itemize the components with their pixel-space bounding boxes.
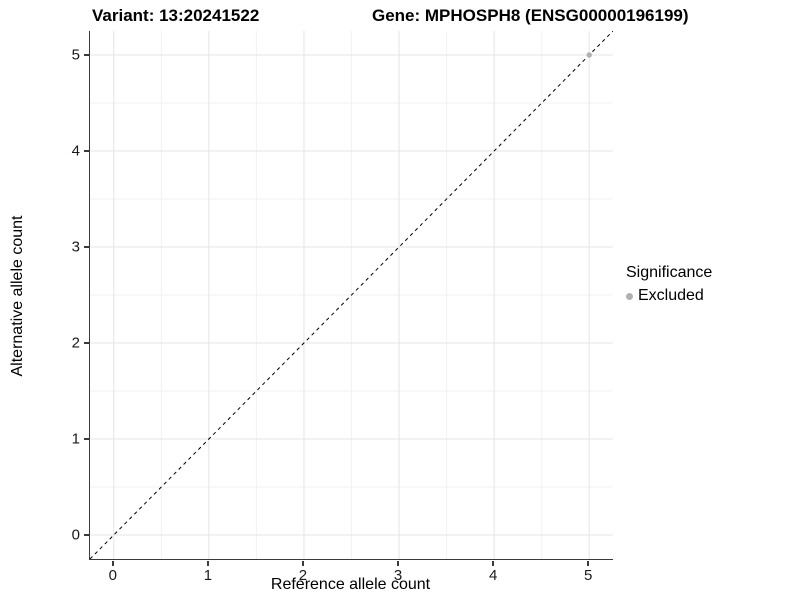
gene-title: Gene: MPHOSPH8 (ENSG00000196199) [372, 6, 689, 25]
y-tick-mark [84, 246, 89, 248]
x-tick-mark [207, 560, 209, 566]
y-tick-label: 2 [71, 334, 80, 352]
legend-title: Significance [626, 264, 713, 281]
plot-area-svg [90, 31, 613, 559]
identity-line [90, 31, 613, 559]
x-tick-mark [397, 560, 399, 566]
y-tick-label: 4 [71, 142, 80, 160]
plot-panel [89, 31, 613, 560]
x-tick-label: 0 [108, 567, 117, 584]
legend-item-excluded: Excluded [626, 287, 712, 305]
y-tick-mark [84, 54, 89, 56]
y-tick-label: 5 [71, 46, 80, 64]
x-tick-label: 5 [584, 567, 593, 584]
x-tick-mark [112, 560, 114, 566]
x-tick-mark [302, 560, 304, 566]
legend-item-label: Excluded [638, 287, 704, 304]
x-tick-mark [587, 560, 589, 566]
variant-title: Variant: 13:20241522 [92, 6, 260, 25]
x-tick-label: 2 [298, 567, 308, 584]
x-tick-label: 4 [488, 567, 498, 584]
y-tick-label: 1 [71, 430, 80, 448]
y-axis-title: Alternative allele count [9, 215, 26, 377]
legend: Significance Excluded [626, 264, 712, 305]
y-tick-mark [84, 438, 89, 440]
x-tick-mark [492, 560, 494, 566]
data-point-excluded [586, 52, 592, 58]
y-tick-mark [84, 342, 89, 344]
y-tick-mark [84, 150, 89, 152]
x-tick-label: 1 [203, 567, 213, 584]
y-tick-label: 3 [71, 238, 80, 256]
y-tick-label: 0 [71, 526, 80, 544]
x-axis-title: Reference allele count [270, 576, 431, 593]
legend-point-icon [626, 292, 633, 300]
x-tick-label: 3 [393, 567, 403, 584]
y-tick-mark [84, 534, 89, 536]
